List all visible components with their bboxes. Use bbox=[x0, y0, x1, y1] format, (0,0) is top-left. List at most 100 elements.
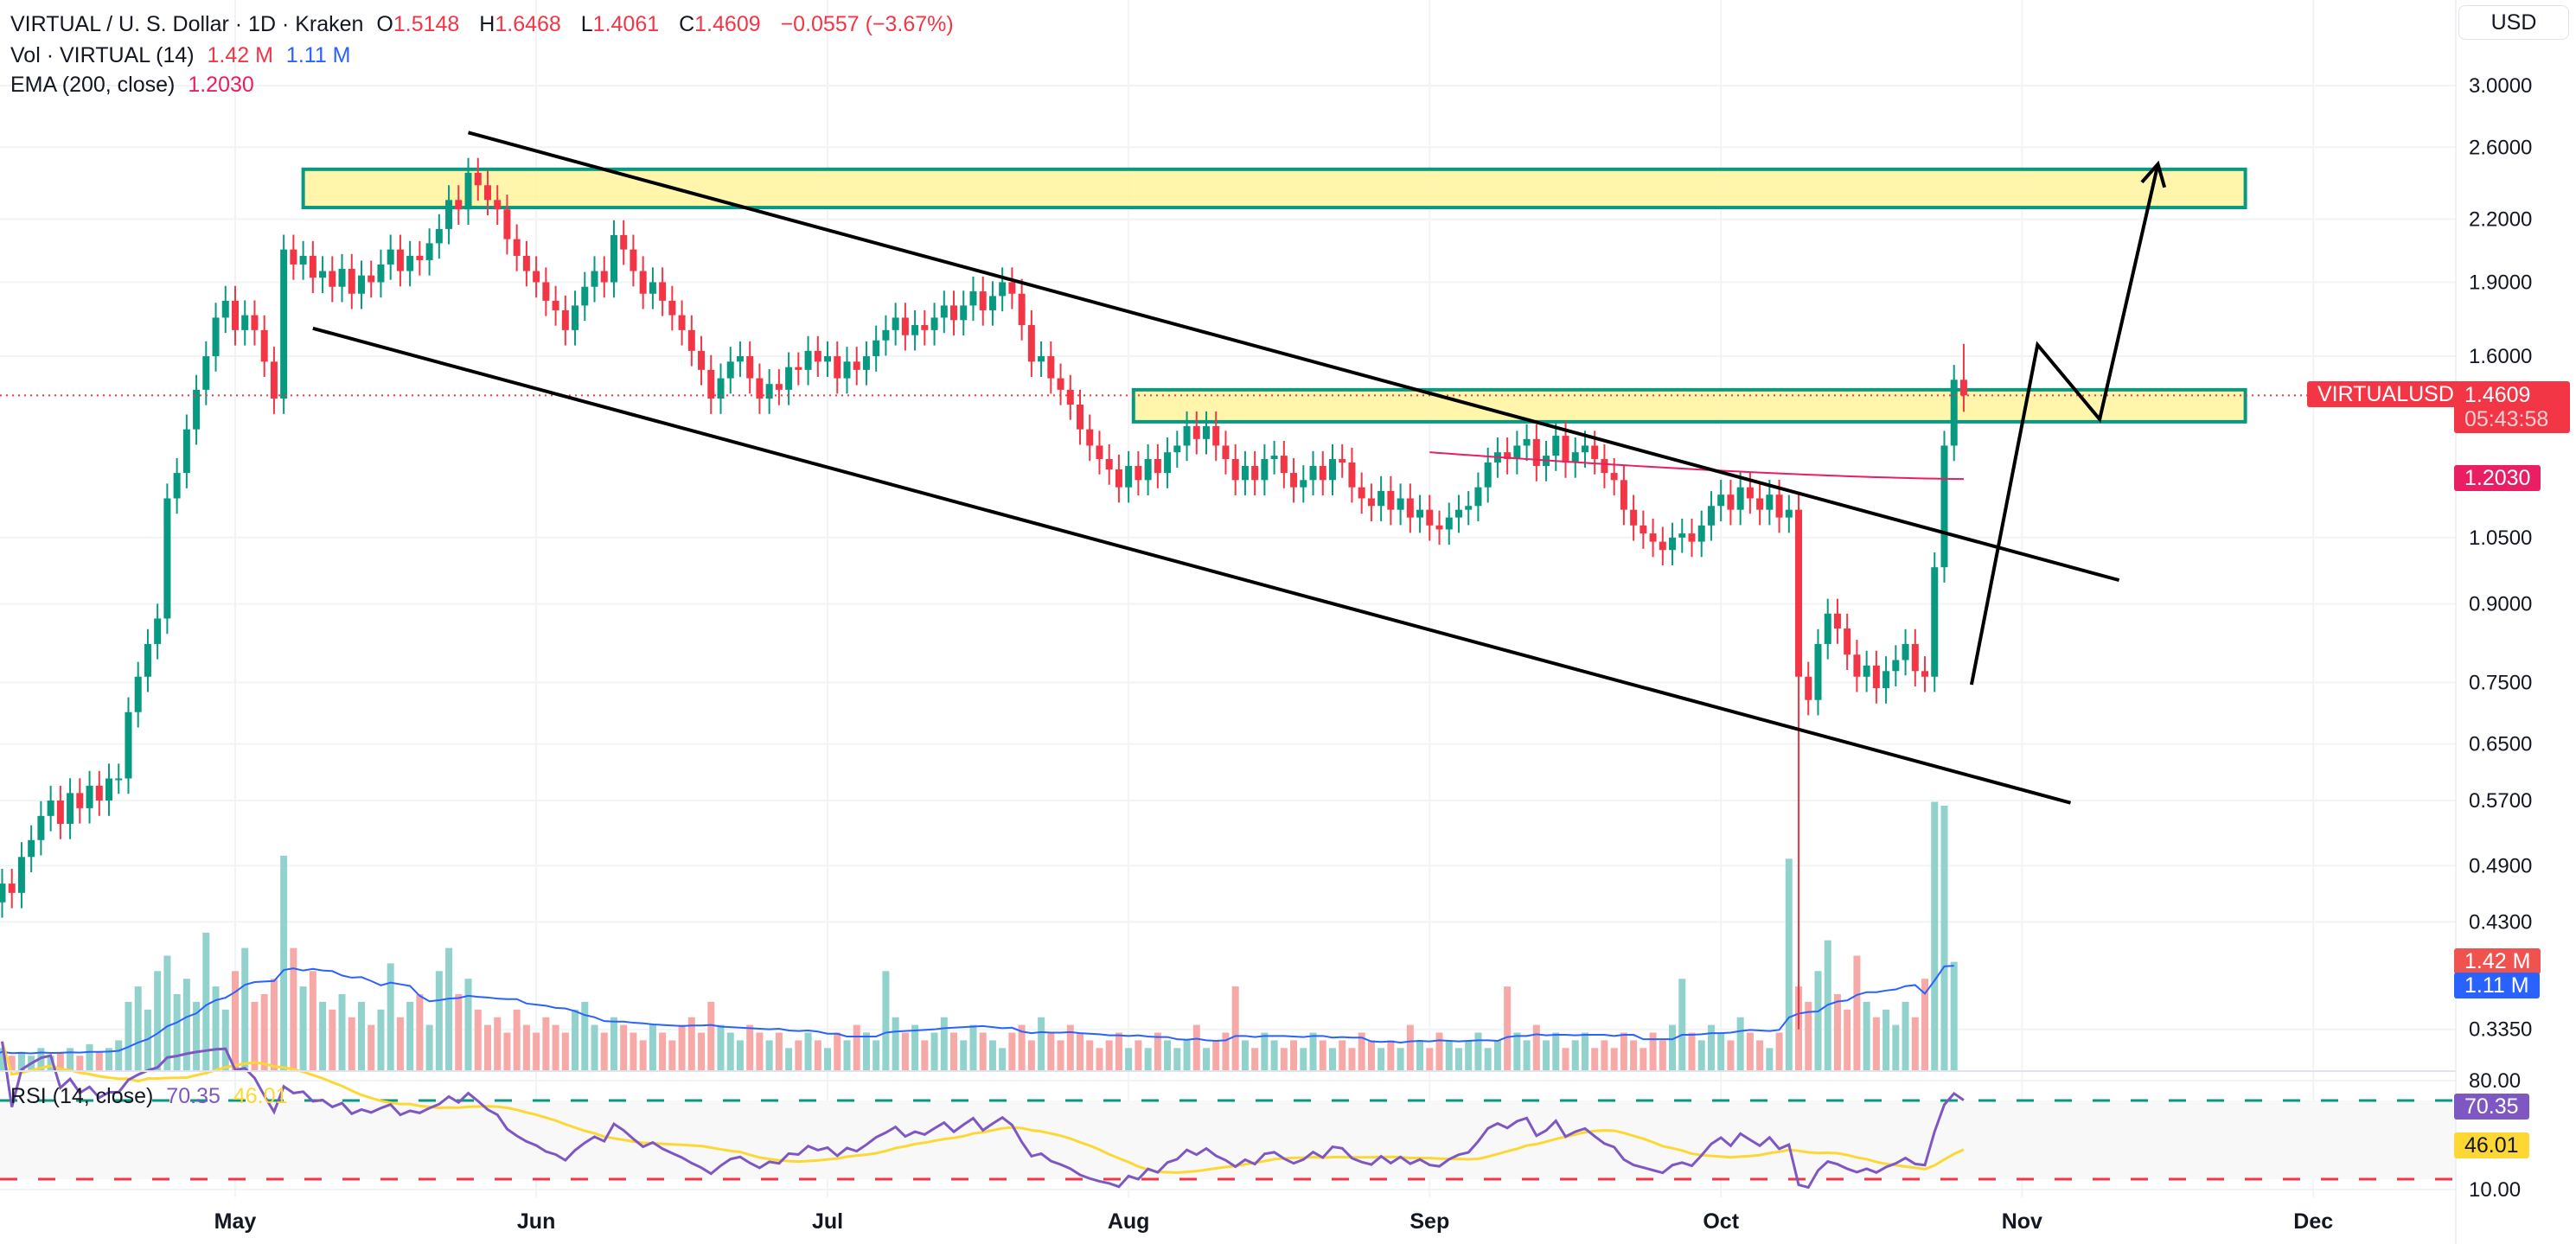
volume-bar bbox=[1270, 1040, 1278, 1071]
candle-body bbox=[746, 356, 754, 379]
volume-bar bbox=[202, 932, 210, 1071]
candle-body bbox=[1251, 465, 1259, 481]
candle-body bbox=[280, 249, 288, 399]
candle-body bbox=[1008, 282, 1016, 294]
candle-body bbox=[1882, 671, 1890, 689]
currency-button[interactable]: USD bbox=[2458, 5, 2569, 40]
volume-bar bbox=[503, 1032, 511, 1071]
volume-bar bbox=[1484, 1048, 1492, 1071]
candle-body bbox=[1348, 462, 1356, 488]
ema-line bbox=[1429, 451, 1964, 481]
candle-body bbox=[1328, 459, 1336, 481]
rsi-tick-label: 80.00 bbox=[2469, 1069, 2521, 1093]
last-price-tag: 1.4609 05:43:58 bbox=[2454, 381, 2570, 433]
candle-body bbox=[1601, 459, 1608, 474]
candle-body bbox=[144, 643, 151, 677]
candle-body bbox=[1746, 487, 1754, 499]
volume-bar bbox=[1066, 1024, 1074, 1071]
volume-bar bbox=[144, 1009, 151, 1071]
candle-body bbox=[513, 239, 521, 256]
candle-body bbox=[1358, 487, 1365, 499]
candle-body bbox=[892, 317, 899, 330]
volume-bar bbox=[1911, 1017, 1919, 1071]
volume-bar bbox=[911, 1024, 919, 1071]
volume-bar bbox=[1465, 1040, 1473, 1071]
volume-bar bbox=[0, 1048, 6, 1071]
candle-body bbox=[1096, 445, 1103, 460]
volume-bar bbox=[572, 1009, 579, 1071]
arrow-head-icon bbox=[2140, 160, 2167, 188]
candle-body bbox=[425, 243, 433, 260]
candle-body bbox=[522, 255, 530, 271]
candle-body bbox=[1640, 525, 1647, 534]
volume-bar bbox=[1532, 1024, 1540, 1071]
candle-body bbox=[1892, 660, 1900, 672]
volume-bar bbox=[95, 1051, 103, 1071]
volume-bar bbox=[348, 1017, 355, 1071]
candle-body bbox=[824, 356, 832, 362]
candle-body bbox=[1309, 465, 1317, 481]
volume-bar bbox=[988, 1040, 996, 1071]
price-tick-label: 0.3350 bbox=[2469, 1018, 2532, 1042]
candle-body bbox=[0, 884, 6, 903]
candle-body bbox=[649, 282, 656, 294]
volume-bar bbox=[134, 986, 142, 1071]
candle-body bbox=[1824, 613, 1831, 644]
volume-bar bbox=[765, 1040, 773, 1071]
volume-bar bbox=[1261, 1032, 1269, 1071]
candle-body bbox=[56, 801, 64, 824]
price-tick-label: 1.0500 bbox=[2469, 526, 2532, 550]
candle-body bbox=[1552, 436, 1560, 456]
volume-bar bbox=[795, 1040, 802, 1071]
candle-body bbox=[357, 275, 365, 294]
volume-bar bbox=[105, 1048, 113, 1071]
volume-bar bbox=[1562, 1048, 1569, 1071]
volume-bar bbox=[921, 1040, 929, 1071]
candle-body bbox=[930, 317, 938, 330]
candle-body bbox=[494, 200, 502, 210]
volume-ma-line bbox=[0, 965, 1954, 1055]
volume-bar bbox=[1717, 1032, 1725, 1071]
volume-bar bbox=[533, 1032, 540, 1071]
volume-bar bbox=[1493, 1040, 1501, 1071]
symbol-title: VIRTUAL / U. S. Dollar · 1D · Kraken bbox=[10, 12, 364, 36]
date-tick-label: May bbox=[214, 1209, 257, 1234]
candle-body bbox=[921, 325, 929, 330]
volume-bar bbox=[1591, 1048, 1599, 1071]
volume-bar bbox=[1640, 1048, 1647, 1071]
volume-bar bbox=[67, 1048, 74, 1071]
volume-bar bbox=[1571, 1040, 1579, 1071]
volume-bar bbox=[1552, 1032, 1560, 1071]
volume-bar bbox=[873, 1040, 880, 1071]
volume-bar bbox=[1328, 1048, 1336, 1071]
candle-body bbox=[1222, 445, 1230, 460]
ema-tag: 1.2030 bbox=[2454, 465, 2541, 491]
volume-bar bbox=[1678, 979, 1686, 1071]
candle-body bbox=[1484, 462, 1492, 488]
volume-bar bbox=[775, 1032, 783, 1071]
time-axis[interactable]: May Jun Jul Aug Sep Oct Nov Dec bbox=[214, 1209, 2334, 1234]
candle-body bbox=[1300, 480, 1307, 488]
volume-bar bbox=[1814, 971, 1822, 1071]
volume-bar bbox=[1027, 1040, 1035, 1071]
candle-body bbox=[329, 271, 336, 287]
volume-bar bbox=[1649, 1032, 1657, 1071]
volume-bar bbox=[1454, 1048, 1462, 1071]
volume-bar bbox=[1833, 994, 1841, 1071]
volume-ma-tag: 1.11 M bbox=[2454, 973, 2540, 998]
candle-body bbox=[1727, 494, 1735, 510]
candle-body bbox=[1144, 459, 1152, 481]
date-tick-label: Sep bbox=[1409, 1209, 1449, 1234]
price-axis[interactable]: 3.0000 2.6000 2.2000 1.9000 1.6000 1.0500 0.90… bbox=[2469, 74, 2532, 1202]
volume-bar bbox=[1406, 1024, 1414, 1071]
ema-line bbox=[1429, 451, 1964, 481]
volume-bar bbox=[746, 1024, 754, 1071]
candle-body bbox=[1231, 459, 1239, 481]
candle-body bbox=[154, 618, 162, 644]
trendlines[interactable] bbox=[0, 131, 2307, 805]
candle-body bbox=[1115, 469, 1122, 488]
volume-bar bbox=[1892, 1024, 1900, 1071]
volume-bar bbox=[154, 971, 162, 1071]
candle-body bbox=[940, 305, 948, 318]
